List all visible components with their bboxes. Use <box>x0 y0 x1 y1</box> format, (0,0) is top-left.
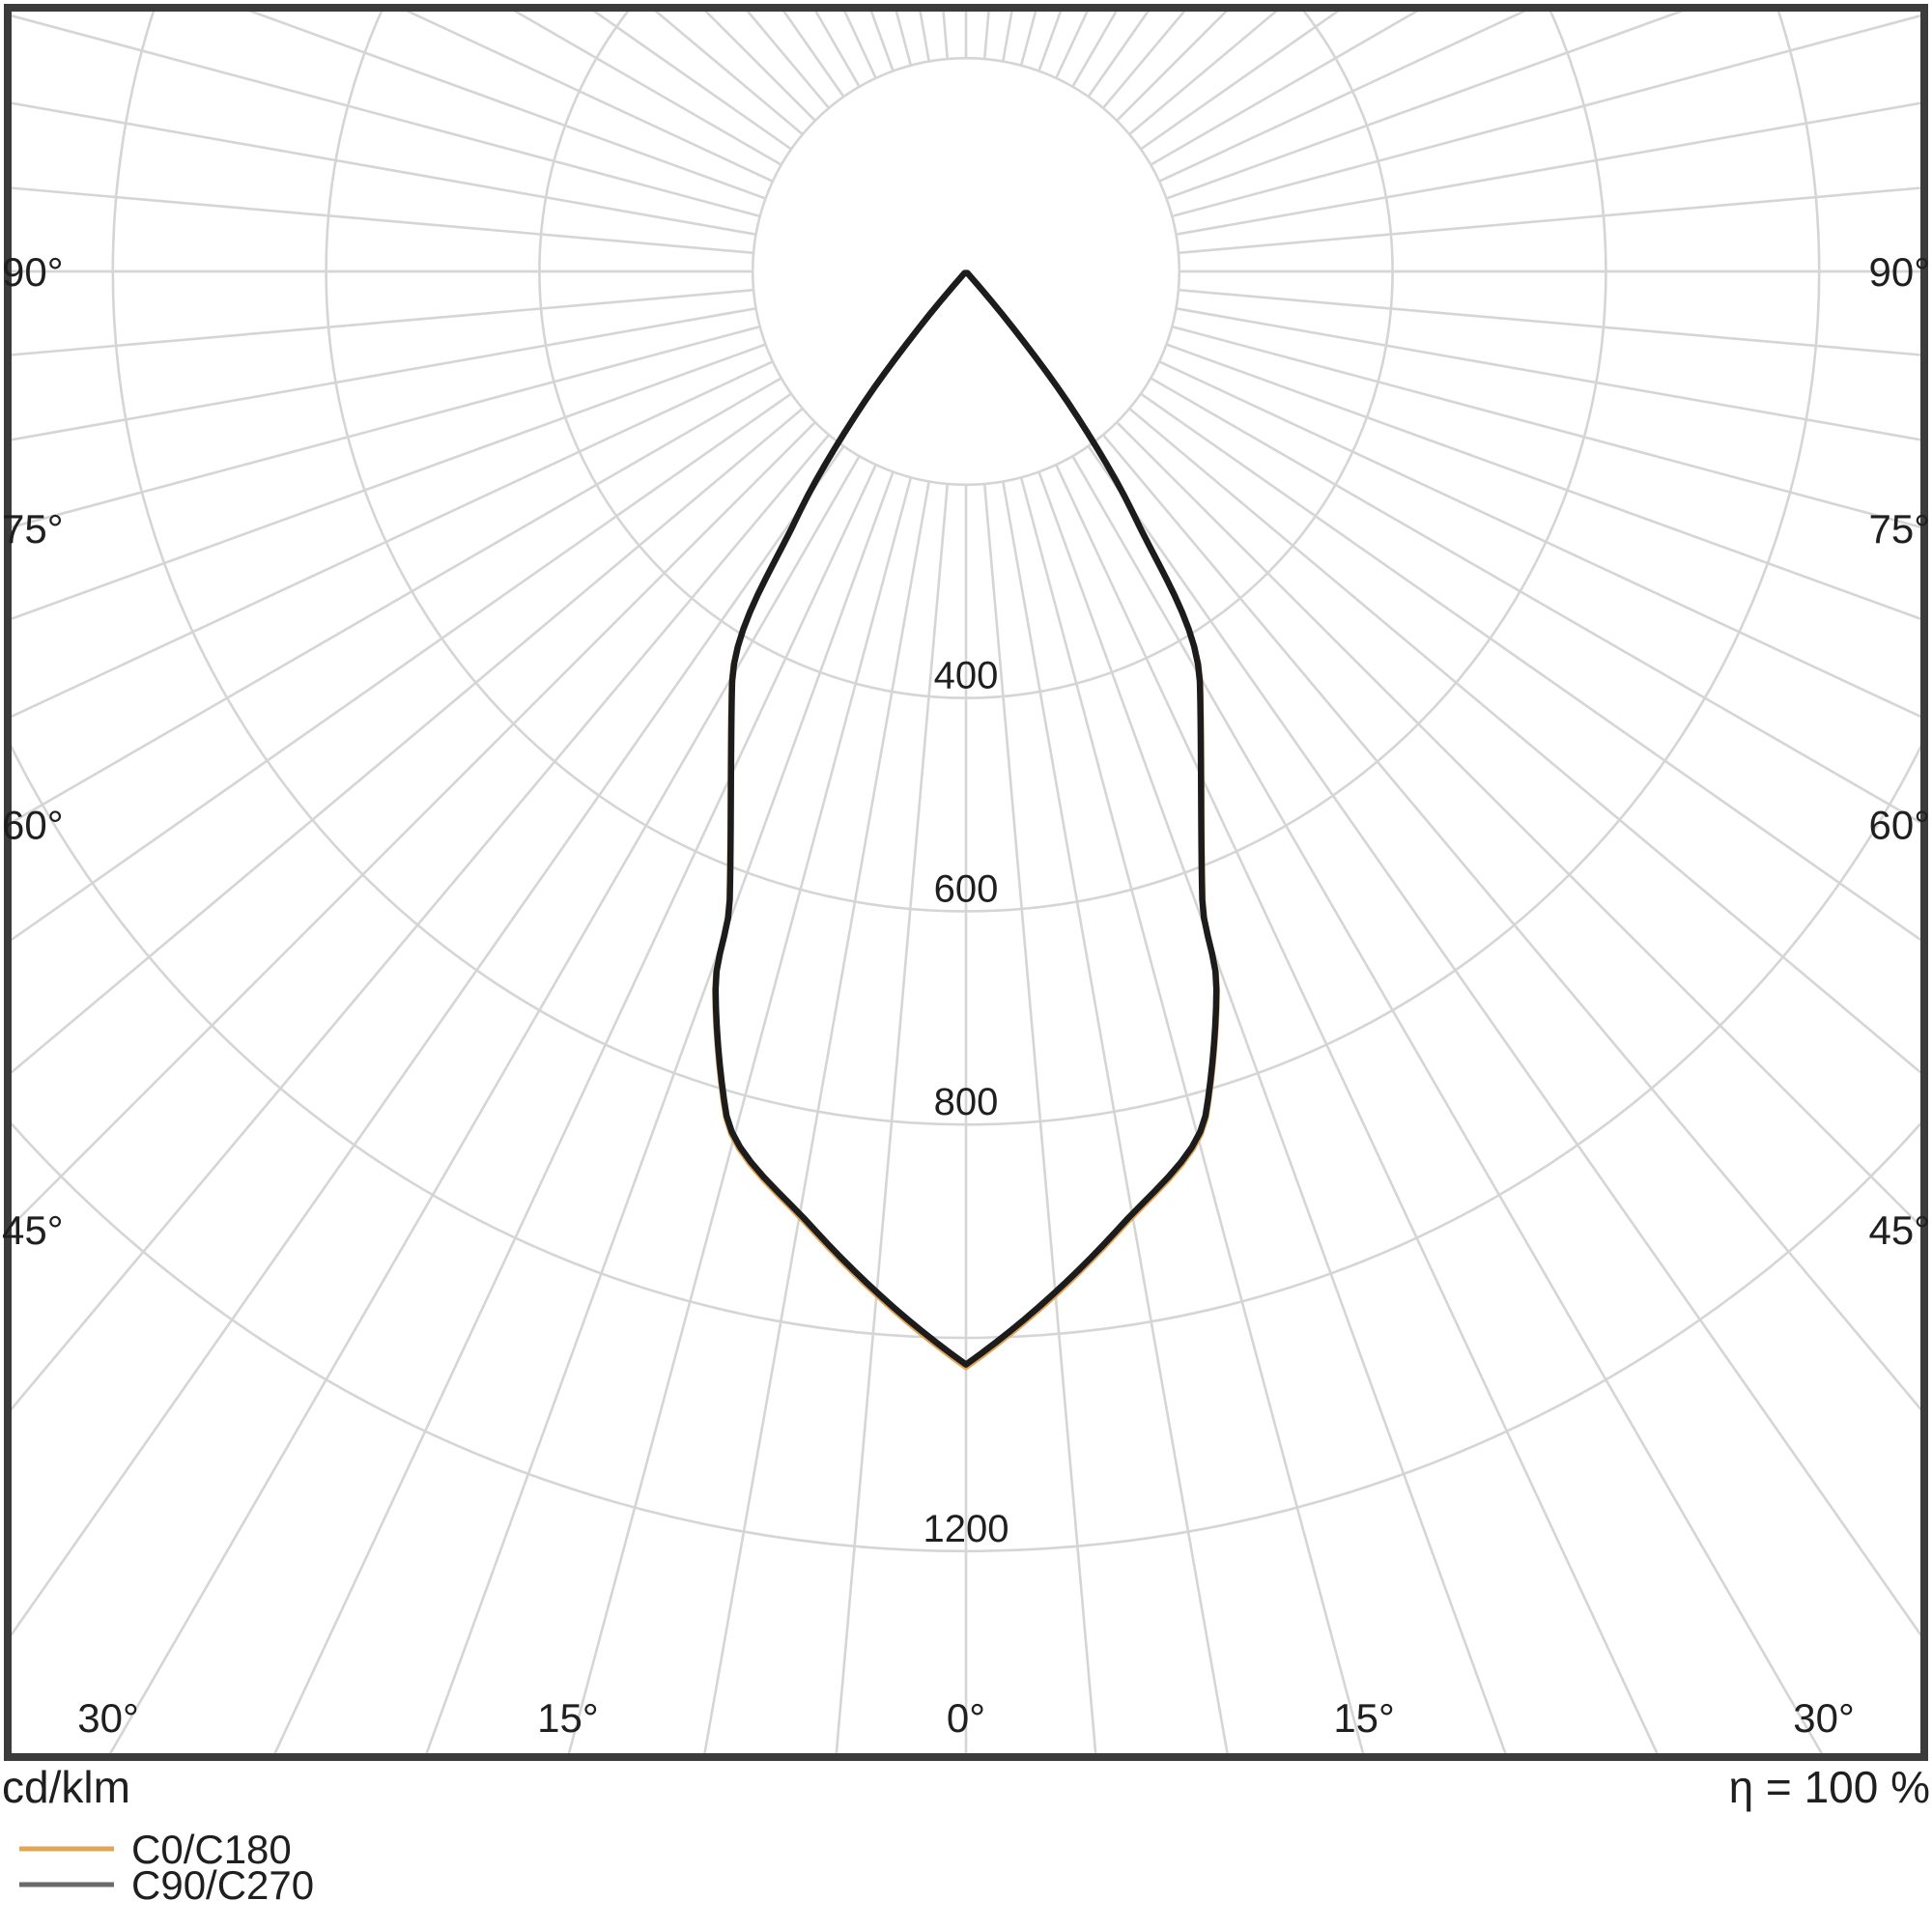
svg-text:75°: 75° <box>2 506 64 552</box>
svg-text:1200: 1200 <box>923 1508 1009 1550</box>
svg-text:cd/klm: cd/klm <box>2 1762 130 1812</box>
svg-text:15°: 15° <box>1333 1695 1395 1741</box>
svg-text:60°: 60° <box>2 803 64 848</box>
svg-text:90°: 90° <box>1868 249 1930 295</box>
svg-text:30°: 30° <box>1793 1695 1855 1741</box>
svg-text:75°: 75° <box>1868 506 1930 552</box>
svg-text:30°: 30° <box>77 1695 139 1741</box>
svg-text:15°: 15° <box>537 1695 599 1741</box>
svg-text:η = 100 %: η = 100 % <box>1729 1762 1930 1812</box>
svg-text:800: 800 <box>934 1081 999 1123</box>
svg-text:400: 400 <box>934 655 999 697</box>
svg-text:600: 600 <box>934 867 999 910</box>
svg-text:45°: 45° <box>2 1207 64 1253</box>
svg-text:C90/C270: C90/C270 <box>131 1862 314 1908</box>
svg-text:45°: 45° <box>1868 1207 1930 1253</box>
svg-text:90°: 90° <box>2 249 64 295</box>
svg-text:60°: 60° <box>1868 803 1930 848</box>
svg-text:0°: 0° <box>947 1695 985 1741</box>
